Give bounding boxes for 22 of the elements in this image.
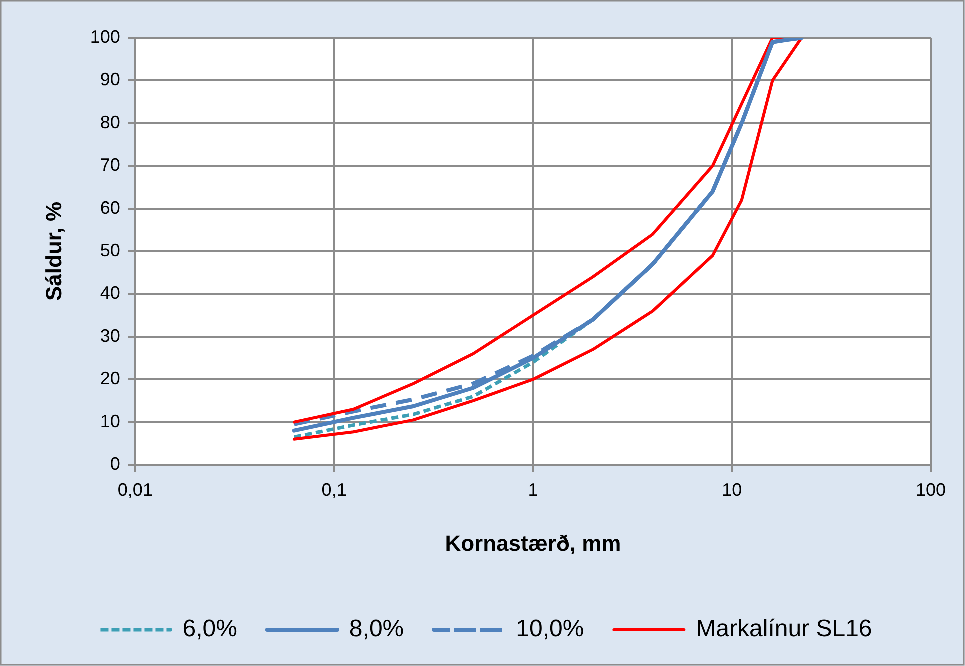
x-tick-label: 10 — [722, 480, 742, 500]
y-tick-label: 10 — [100, 411, 120, 432]
legend-label: 8,0% — [349, 616, 404, 643]
y-axis-title: Sáldur, % — [41, 202, 66, 302]
y-tick-label: 60 — [100, 198, 120, 218]
x-axis-title: Kornastærð, mm — [445, 530, 622, 556]
legend-label: Markalínur SL16 — [696, 616, 872, 643]
y-tick-label: 30 — [100, 326, 120, 346]
y-tick-label: 0 — [110, 454, 120, 474]
y-tick-label: 80 — [100, 112, 120, 132]
y-tick-label: 90 — [100, 70, 120, 90]
legend-label: 6,0% — [182, 616, 238, 643]
x-tick-label: 0,01 — [118, 480, 153, 500]
x-tick-label: 1 — [528, 480, 538, 500]
y-tick-label: 50 — [100, 240, 120, 260]
y-tick-label: 40 — [100, 283, 120, 304]
y-tick-label: 100 — [90, 26, 120, 47]
y-tick-label: 20 — [100, 368, 120, 389]
x-tick-label: 100 — [916, 480, 946, 500]
x-tick-label: 0,1 — [322, 480, 347, 500]
legend-label: 10,0% — [516, 616, 584, 643]
y-tick-label: 70 — [100, 155, 120, 176]
